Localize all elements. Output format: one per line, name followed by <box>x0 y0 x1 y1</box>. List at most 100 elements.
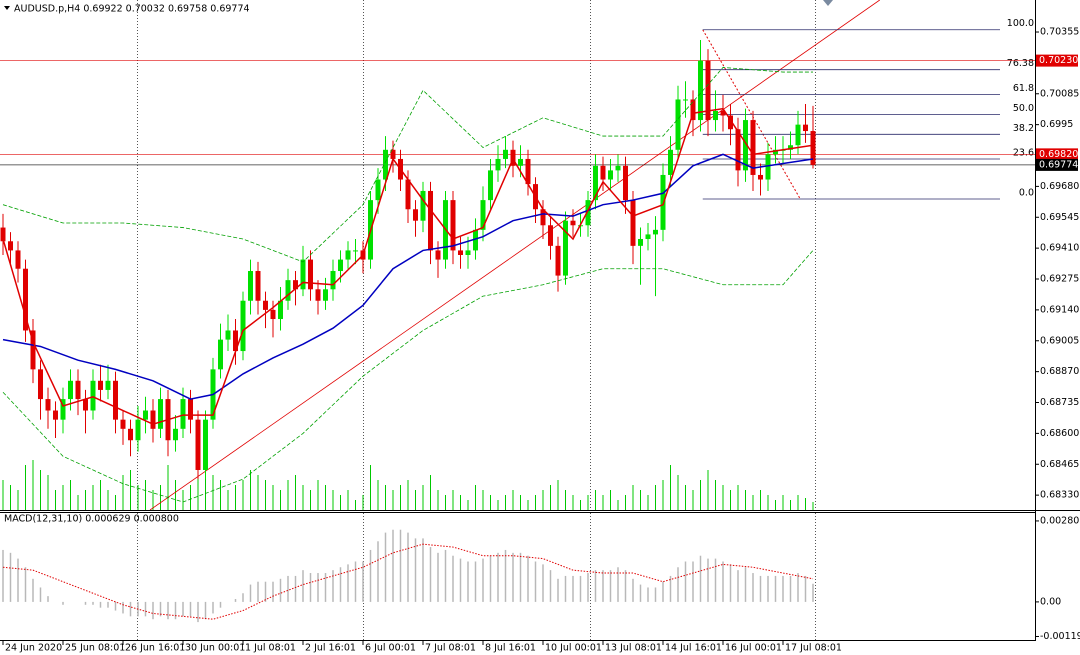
y-tick-label: -0.001198 <box>1040 631 1080 642</box>
y-tick-label: 0.68330 <box>1040 490 1079 501</box>
y-tick-label: 0.68735 <box>1040 397 1079 408</box>
price-label-box <box>1036 158 1078 171</box>
candle-body <box>668 149 673 175</box>
indicator-title: MACD(12,31,10) 0.000629 0.000800 <box>4 514 179 525</box>
candle-body <box>113 380 118 420</box>
candle-body <box>390 149 396 159</box>
candle-body <box>413 209 418 221</box>
candle-body <box>270 309 276 320</box>
candle-body <box>690 99 696 121</box>
candle-body <box>593 165 598 201</box>
y-tick-label: 0.6995 <box>1040 119 1073 130</box>
candle-body <box>120 419 126 429</box>
candle-body <box>803 124 808 132</box>
candle-body <box>638 238 643 246</box>
candle-body <box>450 200 456 251</box>
y-tick-label: 0.00 <box>1040 596 1061 607</box>
candle-body <box>608 170 613 180</box>
candle-body <box>458 250 463 255</box>
candle-body <box>15 250 21 269</box>
signal-line <box>2 543 814 620</box>
candle-body <box>128 428 133 441</box>
candle-body <box>330 271 336 290</box>
fibo-label: 50.0 <box>1013 103 1034 114</box>
candle-body <box>548 225 553 246</box>
candle-body <box>585 200 591 226</box>
candle-body <box>38 369 43 400</box>
candle-body <box>473 229 478 251</box>
candle-body <box>405 179 411 210</box>
candle-body <box>0 227 6 242</box>
price-label: 0.70230 <box>1039 55 1078 66</box>
candle-body <box>428 190 433 251</box>
candle-body <box>540 209 546 226</box>
candle-body <box>705 60 711 121</box>
trendline <box>149 0 880 511</box>
chart-title: AUDUSD.p,H4 0.69922 0.70032 0.69758 0.69… <box>14 4 250 15</box>
candle-body <box>218 339 223 370</box>
candle-body <box>698 60 703 121</box>
fibo-label: 23.6 <box>1013 148 1034 159</box>
candle-body <box>60 399 66 420</box>
y-tick-label: 0.68600 <box>1040 428 1079 439</box>
candle-body <box>795 124 801 146</box>
y-tick-label: 0.68870 <box>1040 366 1079 377</box>
candle-body <box>563 220 568 276</box>
price-label-box <box>1036 54 1078 67</box>
y-tick-label: 0.69140 <box>1040 304 1079 315</box>
fibo-label: 61.8 <box>1013 83 1034 94</box>
candle-body <box>8 241 13 251</box>
x-tick-label: 8 Jul 16:01 <box>485 643 536 654</box>
candle-body <box>435 250 441 260</box>
x-tick-label: 13 Jul 08:01 <box>605 643 662 654</box>
x-tick-label: 1 Jul 08:01 <box>245 643 296 654</box>
candle-body <box>98 380 103 390</box>
x-tick-label: 6 Jul 00:01 <box>365 643 416 654</box>
candle-body <box>600 165 606 180</box>
candle-body <box>525 158 531 185</box>
candle-body <box>488 170 493 201</box>
menu-icon[interactable] <box>4 6 10 10</box>
candle-body <box>338 259 343 272</box>
candle-body <box>30 330 36 370</box>
x-tick-label: 24 Jun 2020 <box>5 643 62 654</box>
candle-body <box>735 129 741 171</box>
indicator-line <box>2 153 814 400</box>
y-tick-label: 0.69275 <box>1040 274 1079 285</box>
y-tick-label: 0.70355 <box>1040 27 1079 38</box>
candle-body <box>293 280 298 290</box>
price-label-box <box>1036 148 1078 161</box>
x-tick-label: 14 Jul 16:01 <box>665 643 722 654</box>
candle-body <box>315 289 321 301</box>
candle-body <box>788 145 793 150</box>
y-tick-label: 0.68465 <box>1040 459 1079 470</box>
candle-body <box>75 380 81 400</box>
candle-body <box>285 280 291 301</box>
candle-body <box>188 399 193 420</box>
candle-body <box>630 200 636 246</box>
candle-body <box>248 271 253 301</box>
candle-body <box>645 234 651 239</box>
candle-body <box>375 179 381 201</box>
candle-body <box>180 399 186 429</box>
y-tick-label: 0.69680 <box>1040 181 1079 192</box>
x-tick-label: 26 Jun 16:01 <box>125 643 185 654</box>
candle-body <box>750 120 756 175</box>
candle-body <box>68 380 73 400</box>
candle-body <box>300 259 306 290</box>
x-tick-label: 17 Jul 08:01 <box>785 643 842 654</box>
fibo-label: 38.2 <box>1013 123 1034 134</box>
candle-body <box>713 110 718 121</box>
candle-body <box>653 229 658 235</box>
candle-body <box>570 220 576 226</box>
candle-body <box>23 268 28 331</box>
x-tick-label: 7 Jul 08:01 <box>425 643 476 654</box>
candle-body <box>773 149 778 155</box>
candle-body <box>345 250 351 260</box>
candle-body <box>143 410 148 420</box>
fibo-label: 76.38 <box>1007 58 1034 69</box>
candle-body <box>518 158 523 166</box>
indicator-line <box>2 250 814 503</box>
